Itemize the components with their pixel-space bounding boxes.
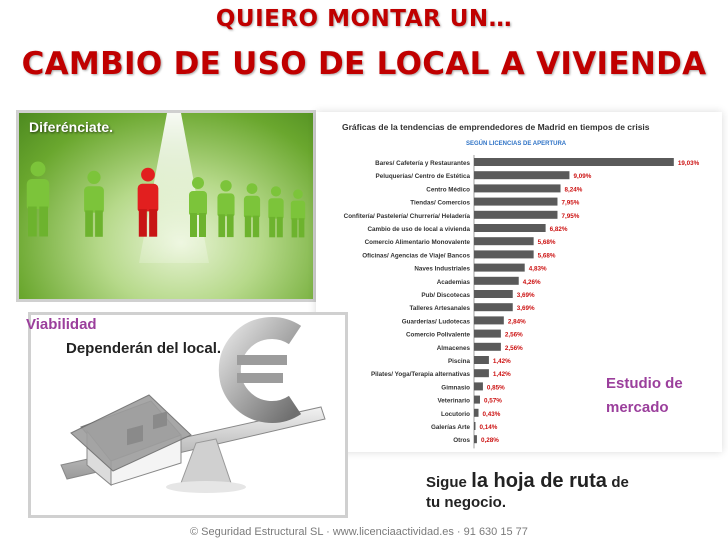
bar-chart: Gráficas de la tendencias de emprendedor… xyxy=(316,112,722,452)
chart-plot: Bares/ Cafetería y Restaurantes 19,03% Pel… xyxy=(344,155,700,449)
bar xyxy=(474,210,558,219)
bar xyxy=(474,224,546,232)
category-label: Pub/ Discotecas xyxy=(421,292,470,299)
bar xyxy=(474,408,479,417)
value-label: 3,69% xyxy=(517,292,535,299)
bar xyxy=(474,382,483,391)
chart-title: Gráficas de la tendencias de emprendedor… xyxy=(342,122,650,132)
title-line-2: CAMBIO DE USO DE LOCAL A VIVIENDA xyxy=(21,46,707,82)
category-label: Talleres Artesanales xyxy=(409,305,470,312)
footer-text: © Seguridad Estructural SL · www.licenci… xyxy=(190,526,528,538)
category-label: Gimnasio xyxy=(441,384,470,391)
estudio-mercado-label: Estudio de mercado xyxy=(606,372,716,420)
diferenciate-photo: Diferénciate. xyxy=(16,110,316,302)
category-label: Piscina xyxy=(448,358,471,365)
bar xyxy=(474,435,477,444)
estudio-line-1: Estudio de xyxy=(606,375,683,392)
house-euro-scale-illustration xyxy=(60,317,326,493)
diferenciate-label: Diferénciate. xyxy=(29,119,114,135)
viabilidad-photo xyxy=(28,312,348,518)
value-label: 6,82% xyxy=(550,226,568,233)
bar xyxy=(474,329,501,338)
bar xyxy=(474,342,501,351)
bar xyxy=(474,290,513,298)
value-label: 19,03% xyxy=(678,160,700,167)
category-label: Bares/ Cafetería y Restaurantes xyxy=(375,160,470,167)
category-label: Academias xyxy=(437,279,471,286)
value-label: 2,56% xyxy=(505,332,523,339)
chart-subtitle: SEGÚN LICENCIAS DE APERTURA xyxy=(466,141,567,147)
value-label: 2,56% xyxy=(505,345,523,352)
bar xyxy=(474,369,489,378)
bar xyxy=(474,356,489,364)
value-label: 7,95% xyxy=(561,213,579,220)
value-label: 8,24% xyxy=(565,186,583,193)
bar xyxy=(474,276,519,285)
bar xyxy=(474,237,534,246)
bar xyxy=(474,184,561,193)
value-label: 0,14% xyxy=(479,424,497,431)
bar xyxy=(474,158,674,166)
green-figure xyxy=(187,177,209,239)
green-figure xyxy=(289,189,307,239)
hoja-de-ruta-word: la hoja de ruta xyxy=(471,470,607,492)
value-label: 7,95% xyxy=(561,200,579,207)
category-label: Veterinario xyxy=(437,398,470,405)
category-label: Tiendas/ Comercios xyxy=(410,200,470,207)
category-label: Cambio de uso de local a vivienda xyxy=(367,226,470,233)
hoja-de-ruta-line-2: tu negocio. xyxy=(426,494,506,511)
bar xyxy=(474,171,570,180)
category-label: Oficinas/ Agencias de Viaje/ Bancos xyxy=(362,252,470,259)
value-label: 4,83% xyxy=(529,266,547,273)
category-label: Locutorio xyxy=(441,411,470,418)
sigue-word: Sigue xyxy=(426,474,467,491)
category-label: Centro Médico xyxy=(426,186,470,193)
value-label: 1,42% xyxy=(493,371,511,378)
value-label: 4,26% xyxy=(523,279,541,286)
value-label: 0,43% xyxy=(483,411,501,418)
value-label: 1,42% xyxy=(493,358,511,365)
category-label: Galerías Arte xyxy=(431,424,470,431)
category-label: Pilates/ Yoga/Terapia alternativas xyxy=(371,371,471,378)
bar xyxy=(474,303,513,312)
value-label: 0,57% xyxy=(484,398,502,405)
green-figure xyxy=(242,183,262,239)
value-label: 5,68% xyxy=(538,252,556,259)
bar xyxy=(474,197,558,206)
viabilidad-text: Dependerán del local. xyxy=(66,340,222,357)
category-label: Almacenes xyxy=(437,345,471,352)
category-label: Guarderías/ Ludotecas xyxy=(402,318,471,325)
bar xyxy=(474,316,504,325)
value-label: 2,84% xyxy=(508,318,526,325)
category-label: Comercio Polivalente xyxy=(406,332,471,339)
bar xyxy=(474,422,476,430)
title-line-1: QUIERO MONTAR UN… xyxy=(215,6,513,32)
red-figure xyxy=(135,167,160,239)
value-label: 3,69% xyxy=(517,305,535,312)
value-label: 0,85% xyxy=(487,384,505,391)
bar xyxy=(474,263,525,272)
green-figure xyxy=(82,170,106,239)
category-label: Peluquerías/ Centro de Estética xyxy=(376,173,471,180)
green-figure xyxy=(216,180,237,239)
de-word: de xyxy=(611,474,629,491)
viabilidad-label: Viabilidad xyxy=(26,316,97,333)
category-label: Confitería/ Pastelería/ Churrería/ Helad… xyxy=(344,213,471,220)
category-label: Comercio Alimentario Monovalente xyxy=(365,239,471,246)
green-figure xyxy=(267,186,286,239)
bar xyxy=(474,250,534,259)
value-label: 0,28% xyxy=(481,437,499,444)
value-label: 5,68% xyxy=(538,239,556,246)
hoja-de-ruta-line-1: Sigue la hoja de ruta de xyxy=(426,470,629,493)
category-label: Otros xyxy=(453,437,470,444)
category-label: Naves Industriales xyxy=(414,266,470,273)
value-label: 9,09% xyxy=(573,173,591,180)
green-figure xyxy=(24,161,52,240)
bar xyxy=(474,395,480,404)
estudio-line-2: mercado xyxy=(606,399,669,416)
